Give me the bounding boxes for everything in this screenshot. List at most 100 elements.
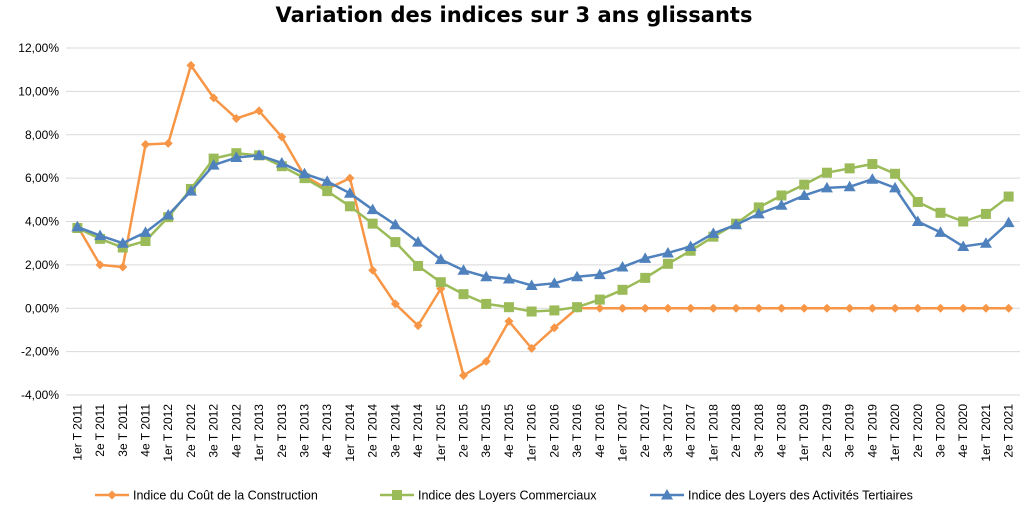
data-point-ilat bbox=[343, 187, 356, 198]
data-point-ilat bbox=[502, 272, 515, 284]
data-point-icc bbox=[913, 303, 923, 313]
data-point-icc bbox=[777, 303, 786, 313]
y-tick-label: -4,00% bbox=[21, 388, 59, 402]
x-tick-label: 1er T 2013 bbox=[252, 404, 266, 462]
data-point-ilc bbox=[367, 218, 378, 229]
x-tick-label: 1er T 2014 bbox=[343, 404, 357, 462]
x-tick-label: 3e T 2013 bbox=[298, 404, 312, 458]
data-point-ilat bbox=[457, 264, 470, 275]
x-tick-label: 3e T 2016 bbox=[570, 404, 584, 458]
legend-label: Indice des Loyers des Activités Tertiair… bbox=[688, 489, 913, 503]
data-point-ilat bbox=[94, 229, 107, 241]
series-icc bbox=[72, 60, 1014, 380]
data-point-ilc bbox=[344, 201, 355, 212]
x-tick-label: 4e T 2016 bbox=[593, 404, 607, 458]
data-point-icc bbox=[867, 303, 877, 313]
data-point-ilat bbox=[889, 181, 902, 193]
data-point-icc bbox=[368, 265, 378, 275]
x-tick-label: 2e T 2017 bbox=[638, 404, 652, 458]
data-point-ilc bbox=[481, 298, 492, 309]
data-point-ilc bbox=[799, 179, 810, 190]
legend: Indice du Coût de la Construction Indice … bbox=[95, 489, 913, 503]
y-tick-label: 0,00% bbox=[25, 301, 59, 315]
data-point-icc bbox=[527, 343, 537, 353]
x-tick-label: 2e T 2016 bbox=[547, 404, 561, 458]
data-point-ilc bbox=[753, 202, 764, 213]
x-tick-label: 4e T 2014 bbox=[411, 404, 425, 458]
data-point-icc bbox=[595, 303, 605, 313]
data-point-ilc bbox=[980, 208, 991, 219]
x-tick-label: 3e T 2014 bbox=[388, 404, 402, 458]
data-point-icc bbox=[731, 303, 741, 313]
series-ilat bbox=[71, 149, 1015, 290]
data-point-ilc bbox=[526, 306, 537, 317]
x-tick-label: 3e T 2019 bbox=[843, 404, 857, 458]
data-point-ilat bbox=[957, 240, 970, 251]
data-point-ilat bbox=[571, 270, 584, 282]
data-point-icc bbox=[481, 356, 491, 366]
data-point-ilc bbox=[503, 302, 514, 313]
data-point-ilc bbox=[958, 216, 969, 227]
data-point-ilat bbox=[480, 270, 493, 282]
x-tick-label: 2e T 2014 bbox=[366, 404, 380, 458]
x-tick-label: 4e T 2012 bbox=[229, 404, 243, 458]
y-tick-label: 12,00% bbox=[18, 41, 59, 55]
data-point-ilat bbox=[843, 180, 856, 192]
data-point-ilc bbox=[617, 284, 628, 295]
data-point-icc bbox=[708, 303, 718, 313]
data-point-ilat bbox=[230, 151, 243, 163]
data-point-ilat bbox=[389, 218, 402, 230]
data-point-icc bbox=[118, 262, 128, 272]
data-point-ilc bbox=[322, 186, 333, 197]
data-point-ilat bbox=[298, 167, 311, 179]
data-point-ilc bbox=[458, 289, 469, 300]
data-point-ilc bbox=[413, 260, 424, 271]
y-tick-label: 2,00% bbox=[25, 258, 59, 272]
data-point-ilat bbox=[593, 268, 606, 280]
data-point-icc bbox=[618, 303, 627, 313]
data-point-ilc bbox=[594, 294, 605, 305]
x-tick-label: 1er T 2020 bbox=[888, 404, 902, 462]
legend-swatch-marker bbox=[107, 490, 117, 500]
data-point-ilat bbox=[366, 203, 379, 215]
data-point-icc bbox=[890, 303, 900, 313]
data-point-ilc bbox=[935, 207, 946, 218]
x-tick-label: 2e T 2020 bbox=[911, 404, 925, 458]
data-point-ilc bbox=[662, 258, 673, 269]
data-point-ilat bbox=[934, 226, 947, 237]
data-point-icc bbox=[390, 299, 400, 309]
y-tick-label: 8,00% bbox=[25, 128, 59, 142]
data-point-ilc bbox=[912, 196, 923, 207]
data-point-ilc bbox=[844, 163, 855, 174]
data-point-ilat bbox=[412, 236, 425, 247]
data-point-icc bbox=[958, 303, 968, 313]
data-point-ilc bbox=[1003, 191, 1014, 202]
x-tick-label: 1er T 2017 bbox=[616, 404, 630, 462]
x-tick-label: 1er T 2016 bbox=[525, 404, 539, 462]
data-point-ilat bbox=[979, 237, 992, 248]
data-point-ilat bbox=[639, 252, 652, 263]
x-tick-label: 1er T 2015 bbox=[434, 404, 448, 462]
data-point-icc bbox=[1004, 303, 1014, 313]
data-point-ilc bbox=[549, 305, 560, 316]
data-point-ilat bbox=[162, 208, 175, 220]
data-point-icc bbox=[686, 303, 696, 313]
legend-label: Indice du Coût de la Construction bbox=[133, 489, 318, 503]
data-point-ilat bbox=[707, 227, 720, 238]
legend-item-ilat: Indice des Loyers des Activités Tertiair… bbox=[650, 489, 913, 503]
x-tick-label: 3e T 2017 bbox=[661, 404, 675, 458]
data-point-icc bbox=[186, 60, 196, 70]
data-point-icc bbox=[231, 113, 241, 123]
data-point-icc bbox=[754, 303, 764, 313]
data-point-icc bbox=[981, 303, 991, 313]
series-line-ilc bbox=[76, 151, 1010, 313]
x-tick-label: 4e T 2013 bbox=[320, 404, 334, 458]
data-point-ilc bbox=[890, 168, 901, 179]
x-tick-label: 4e T 2015 bbox=[502, 404, 516, 458]
data-point-ilat bbox=[116, 237, 129, 248]
data-point-ilc bbox=[821, 167, 832, 178]
x-tick-label: 1er T 2021 bbox=[979, 404, 993, 462]
gridlines bbox=[66, 47, 1020, 396]
data-point-ilat bbox=[548, 277, 561, 288]
data-point-ilat bbox=[911, 215, 924, 226]
